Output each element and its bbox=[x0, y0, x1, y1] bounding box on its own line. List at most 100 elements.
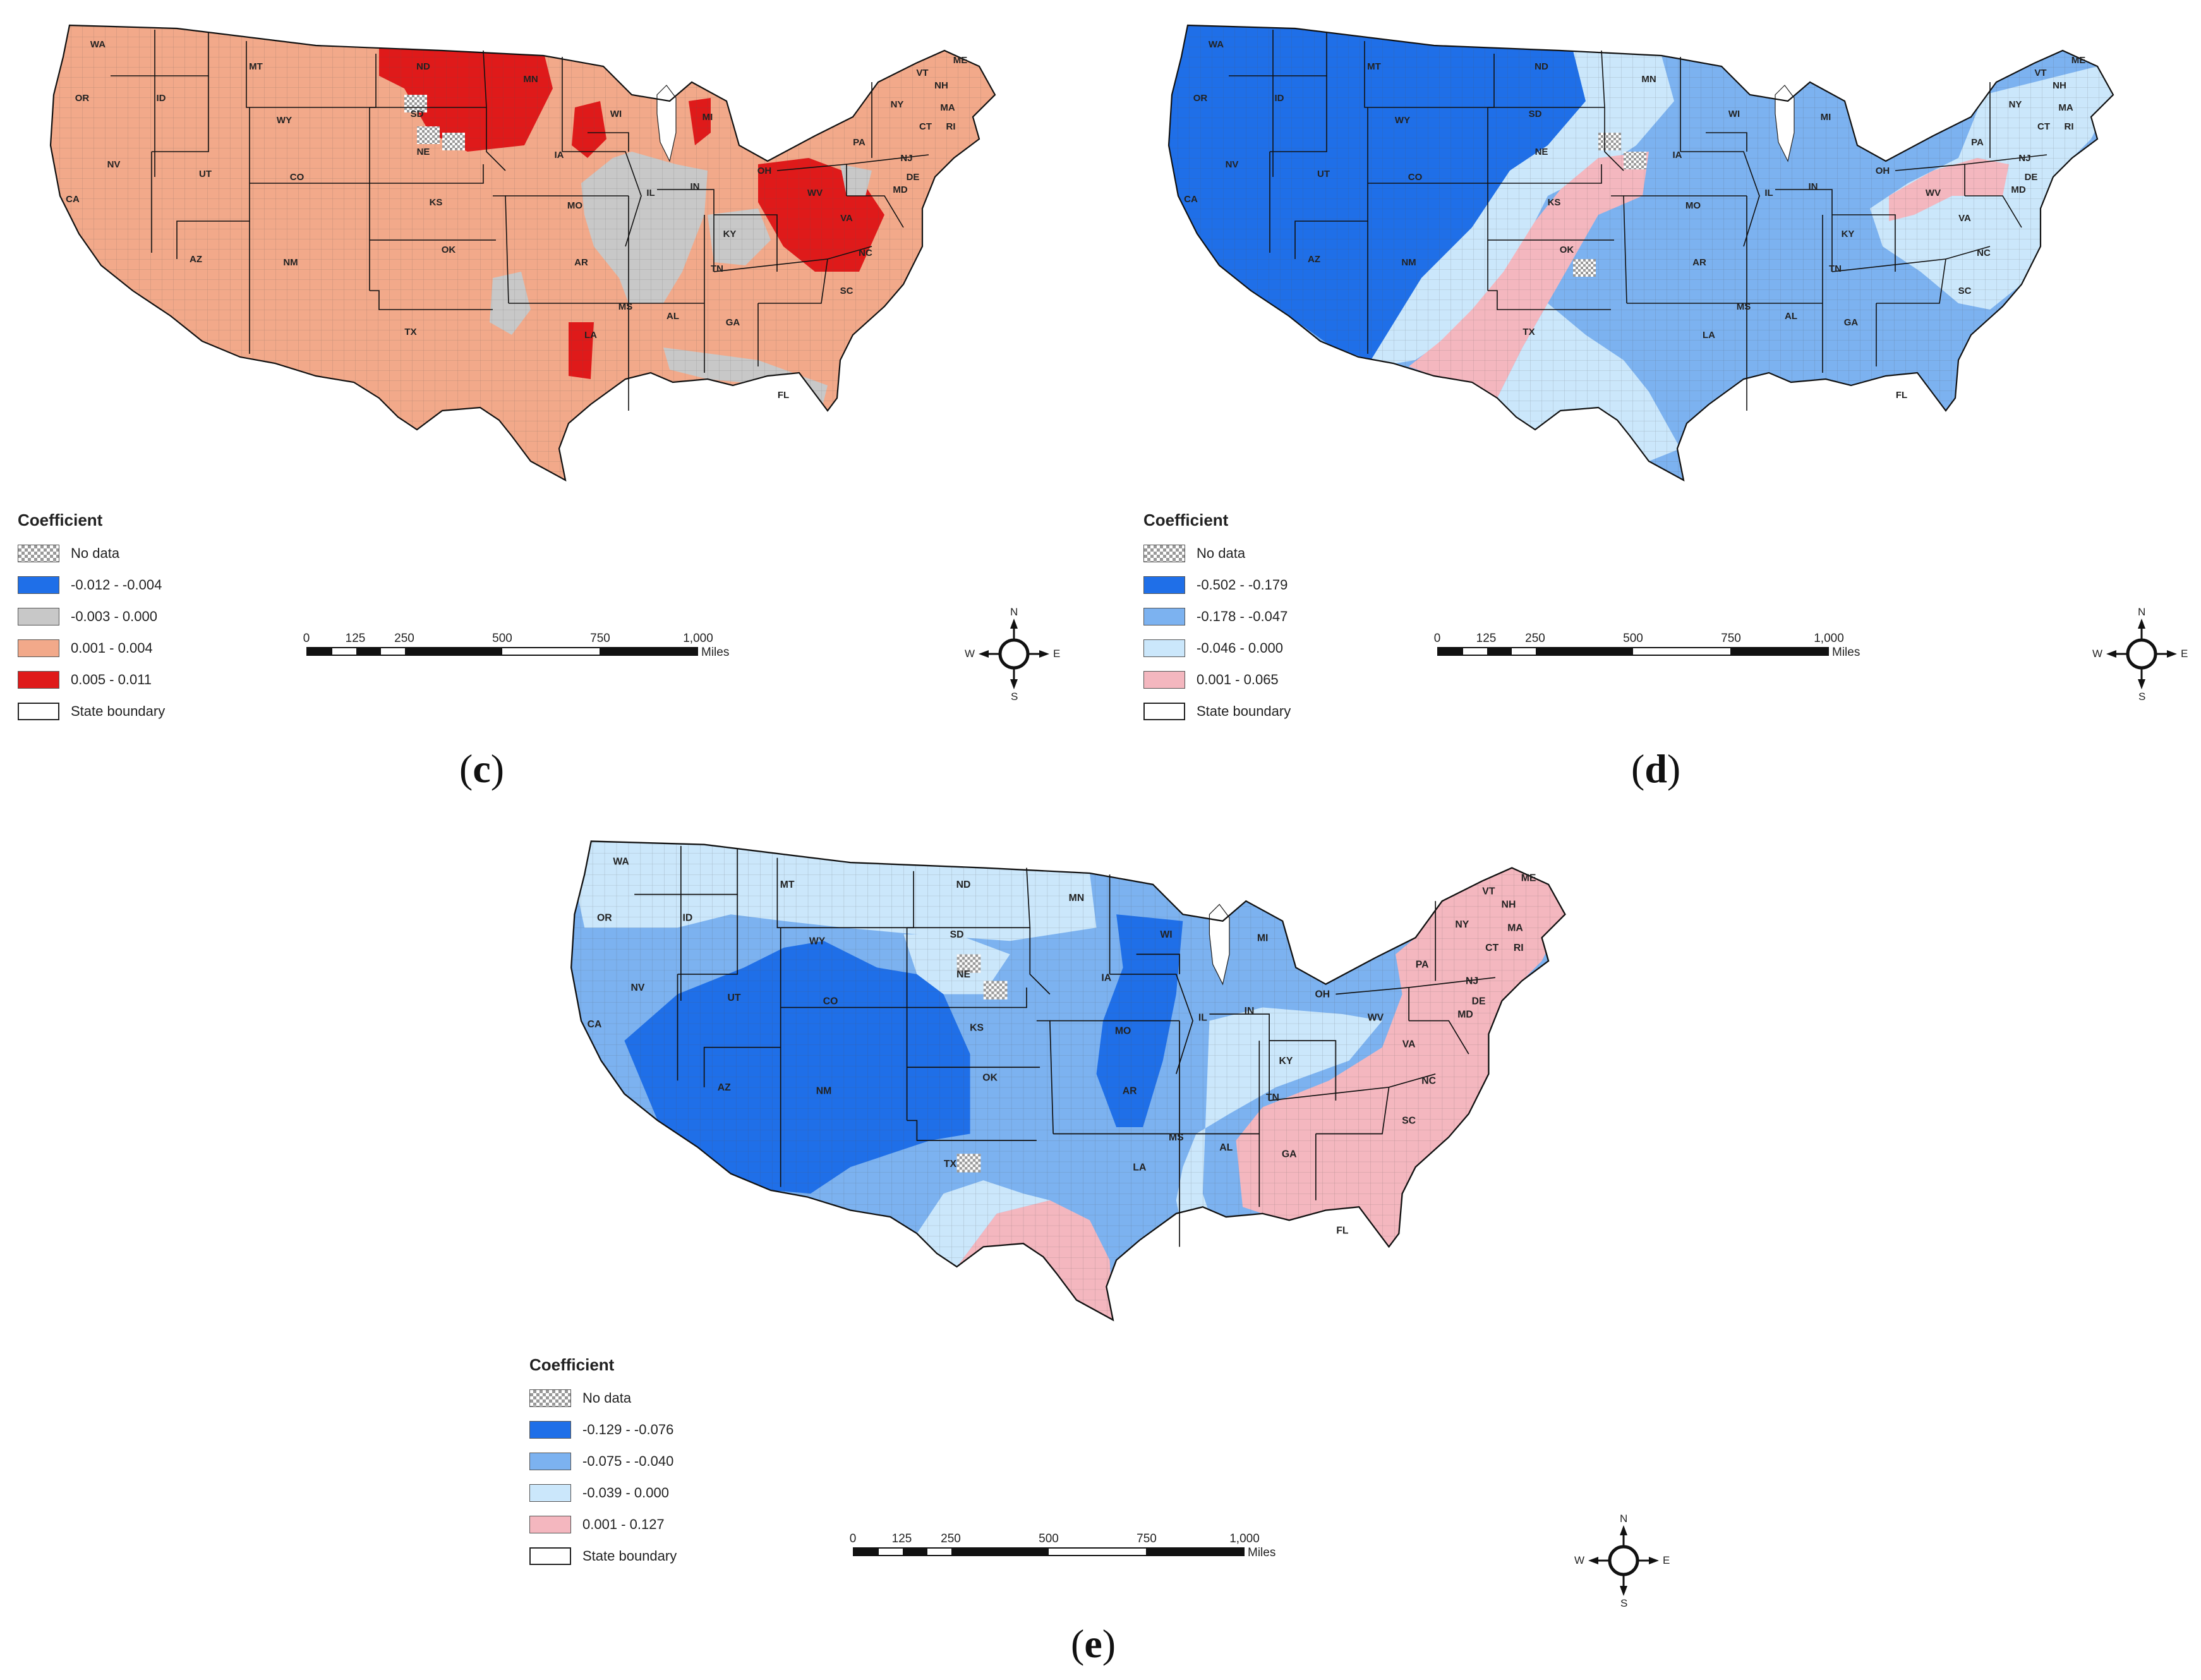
state-label-ar: AR bbox=[1692, 257, 1706, 268]
compass-label-w: W bbox=[965, 648, 975, 660]
state-boundary bbox=[1029, 928, 1051, 995]
state-label-il: IL bbox=[646, 188, 654, 198]
state-label-ny: NY bbox=[2009, 99, 2022, 110]
state-label-mt: MT bbox=[780, 879, 795, 890]
legend-item: -0.502 - -0.179 bbox=[1143, 569, 1291, 601]
state-boundary bbox=[1269, 1073, 1436, 1101]
state-label-wy: WY bbox=[809, 936, 826, 947]
scale-tick-labels: 0 125 250 500 750 1,000 bbox=[850, 1532, 1260, 1547]
legend-e: Coefficient No data -0.129 - -0.076 -0.075… bbox=[529, 1355, 677, 1572]
compass-label-n: N bbox=[1620, 1513, 1628, 1525]
state-boundary bbox=[152, 76, 209, 152]
state-label-tn: TN bbox=[1829, 263, 1842, 274]
state-label-ky: KY bbox=[723, 229, 737, 239]
legend-item: No data bbox=[18, 538, 165, 569]
state-boundary bbox=[562, 151, 642, 247]
legend-label: 0.001 - 0.065 bbox=[1197, 672, 1279, 687]
scale-bar-e: 0 125 250 500 750 1,000 Miles bbox=[850, 1532, 1276, 1559]
legend-label: State boundary bbox=[71, 703, 166, 719]
compass-e: N S W E bbox=[1574, 1513, 1670, 1609]
state-label-ct: CT bbox=[2037, 121, 2050, 132]
scale-tick-label: 1,000 bbox=[1229, 1532, 1260, 1545]
state-boundary bbox=[1409, 977, 1496, 988]
us-border bbox=[570, 840, 1566, 1322]
state-boundary bbox=[370, 164, 484, 184]
state-boundary bbox=[1706, 132, 1747, 152]
scale-units: Miles bbox=[701, 646, 730, 659]
state-label-nd: ND bbox=[1535, 61, 1548, 72]
state-label-nj: NJ bbox=[900, 153, 912, 164]
legend-item: 0.005 - 0.011 bbox=[18, 664, 165, 696]
legend-label: 0.005 - 0.011 bbox=[71, 672, 152, 687]
state-label-ct: CT bbox=[919, 121, 932, 132]
state-boundary bbox=[1315, 1087, 1390, 1135]
legend-swatch bbox=[1143, 608, 1185, 625]
state-label-oh: OH bbox=[1315, 989, 1330, 1000]
legend-label: -0.039 - 0.000 bbox=[582, 1485, 669, 1501]
scale-tick-label: 125 bbox=[345, 632, 366, 645]
state-label-ms: MS bbox=[1169, 1132, 1184, 1143]
state-label-va: VA bbox=[1402, 1039, 1416, 1050]
state-boundary bbox=[714, 214, 778, 272]
state-label-wi: WI bbox=[1160, 929, 1172, 940]
state-label-md: MD bbox=[893, 184, 907, 195]
state-label-tn: TN bbox=[711, 263, 723, 274]
legend-label: State boundary bbox=[1197, 703, 1291, 719]
legend-swatch bbox=[18, 608, 59, 625]
state-boundary bbox=[1965, 195, 2022, 228]
state-boundary bbox=[677, 894, 739, 975]
state-label-sd: SD bbox=[950, 929, 964, 940]
state-label-nh: NH bbox=[934, 80, 948, 91]
state-label-va: VA bbox=[1958, 213, 1971, 224]
state-label-nv: NV bbox=[107, 159, 121, 170]
state-label-wi: WI bbox=[610, 109, 622, 119]
state-boundary bbox=[907, 1120, 1037, 1141]
state-boundary bbox=[1604, 107, 1624, 171]
state-label-ks: KS bbox=[1548, 197, 1561, 208]
legend-item: 0.001 - 0.127 bbox=[529, 1509, 677, 1540]
legend-d: Coefficient No data -0.502 - -0.179 -0.178… bbox=[1143, 511, 1291, 727]
state-label-ca: CA bbox=[1184, 194, 1198, 205]
state-label-mn: MN bbox=[1641, 74, 1656, 85]
state-label-mi: MI bbox=[1257, 933, 1269, 943]
legend-label: No data bbox=[1197, 545, 1246, 561]
state-label-vt: VT bbox=[916, 68, 928, 78]
state-label-nj: NJ bbox=[1466, 976, 1478, 987]
scale-bar-segments bbox=[306, 647, 698, 656]
scale-tick-label: 500 bbox=[1623, 632, 1643, 645]
state-label-ma: MA bbox=[1507, 923, 1523, 934]
state-label-ut: UT bbox=[1317, 169, 1330, 179]
state-label-ca: CA bbox=[588, 1019, 602, 1030]
county-grid bbox=[1169, 25, 2113, 480]
legend-swatch bbox=[18, 703, 59, 720]
state-label-or: OR bbox=[75, 93, 90, 104]
state-boundary bbox=[246, 41, 377, 108]
scale-tick-label: 125 bbox=[891, 1532, 912, 1545]
state-boundary bbox=[703, 928, 781, 1087]
state-label-nh: NH bbox=[1502, 900, 1516, 910]
legend-label: -0.046 - 0.000 bbox=[1197, 640, 1283, 656]
state-boundary bbox=[1336, 987, 1409, 1021]
state-boundary bbox=[776, 857, 914, 929]
compass-rose-icon bbox=[2106, 619, 2177, 689]
scale-tick-label: 250 bbox=[1525, 632, 1545, 645]
panel-label-e: (e) bbox=[1071, 1621, 1116, 1666]
state-label-ma: MA bbox=[2058, 102, 2073, 113]
legend-items: No data -0.129 - -0.076 -0.075 - -0.040 -0.… bbox=[529, 1382, 677, 1572]
legend-label: -0.003 - 0.000 bbox=[71, 608, 157, 624]
state-label-ok: OK bbox=[982, 1072, 998, 1083]
state-label-sd: SD bbox=[411, 109, 424, 119]
state-label-nm: NM bbox=[283, 257, 298, 268]
scale-bar-segments bbox=[1437, 647, 1829, 656]
legend-item: 0.001 - 0.004 bbox=[18, 632, 165, 664]
state-label-oh: OH bbox=[1876, 166, 1890, 176]
legend-item: State boundary bbox=[1143, 696, 1291, 727]
legend-swatch bbox=[529, 1389, 571, 1407]
state-boundary bbox=[1876, 258, 1946, 304]
legend-label: -0.178 - -0.047 bbox=[1197, 608, 1288, 624]
state-label-wv: WV bbox=[1926, 188, 1941, 198]
state-boundary bbox=[1269, 1040, 1337, 1101]
us-border bbox=[1167, 24, 2114, 482]
state-boundary bbox=[370, 290, 493, 310]
state-label-az: AZ bbox=[190, 254, 202, 265]
